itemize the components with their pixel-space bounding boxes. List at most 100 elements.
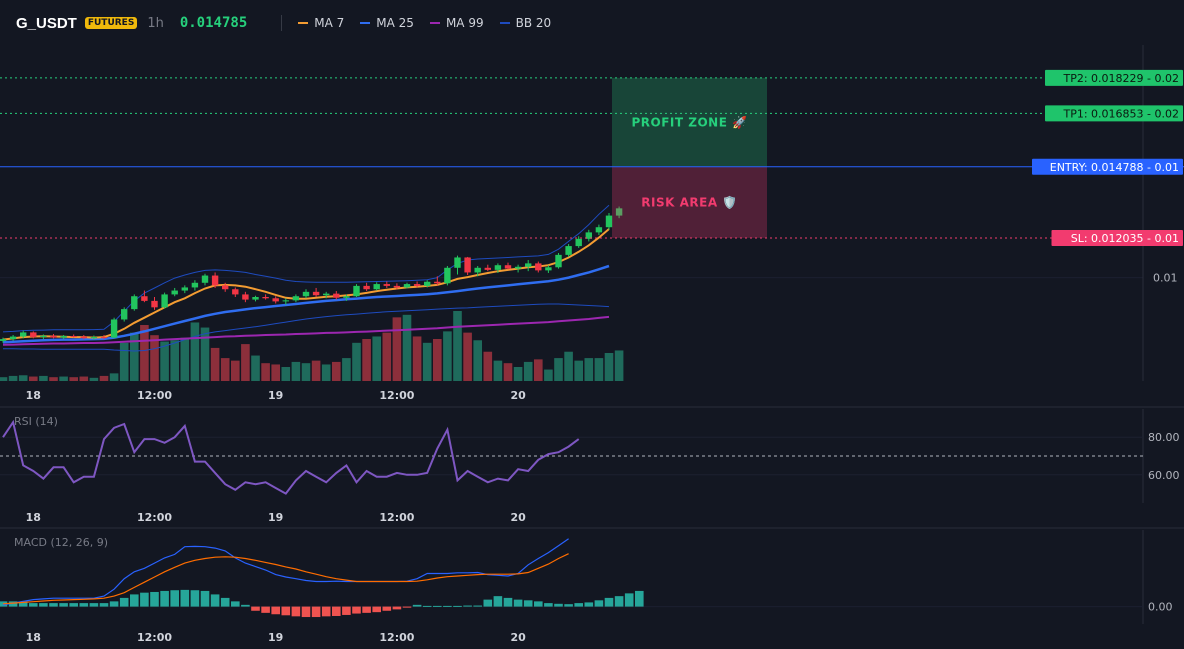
candle-body[interactable] [535,263,542,271]
candle-body[interactable] [70,336,77,338]
risk-zone[interactable] [612,166,767,238]
candle-body[interactable] [312,291,320,296]
candle-body[interactable] [565,246,572,255]
candle-body[interactable] [333,293,340,298]
candle-body[interactable] [403,284,411,288]
macd-histogram-bar [584,602,594,607]
level-tag-tp2[interactable] [1045,69,1183,86]
legend-bb20-label: BB 20 [515,16,552,30]
level-tag-entry[interactable] [1032,158,1183,175]
candle-body[interactable] [615,208,623,216]
candle-body[interactable] [201,275,209,283]
candle-body[interactable] [343,296,350,298]
candle-body[interactable] [454,257,461,268]
symbol-name[interactable]: G_USDT [16,14,77,32]
candle-body[interactable] [262,297,269,299]
candle-body[interactable] [0,339,7,341]
header-divider [281,15,283,31]
level-tag-sl[interactable] [1051,229,1184,246]
volume-bar [200,327,210,381]
candle-body[interactable] [605,215,613,228]
timeframe-label[interactable]: 1h [147,15,164,31]
volume-bar [251,355,260,381]
candle-body[interactable] [272,298,279,302]
candle-body[interactable] [100,337,108,339]
level-tag-label-sl: SL: 0.012035 - 0.01 [1071,232,1179,245]
candle-body[interactable] [80,336,87,339]
candle-body[interactable] [131,296,138,310]
candle-body[interactable] [151,300,158,308]
candle-body[interactable] [545,267,552,271]
candle-body[interactable] [413,284,421,286]
candle-body[interactable] [373,284,380,290]
legend-ma99[interactable]: MA 99 [429,16,484,30]
volume-bar [342,358,351,381]
candle-body[interactable] [363,285,370,290]
candle-body[interactable] [191,282,199,288]
candle-body[interactable] [595,227,603,233]
candle-body[interactable] [171,290,178,295]
candle-body[interactable] [464,257,471,273]
legend-ma25[interactable]: MA 25 [360,16,414,30]
candle-body[interactable] [424,281,431,286]
candle-body[interactable] [353,285,360,297]
candle-body[interactable] [585,232,592,239]
candle-body[interactable] [504,265,512,269]
macd-histogram-bar [200,590,210,607]
candle-body[interactable] [393,285,401,288]
volume-bar [241,344,250,381]
macd-histogram-bar [109,601,119,607]
candle-body[interactable] [232,289,239,295]
candle-body[interactable] [121,309,128,320]
volume-bar [372,336,381,381]
candle-body[interactable] [60,336,67,338]
macd-histogram-bar [180,589,190,607]
candle-body[interactable] [40,335,47,338]
legend-ma7[interactable]: MA 7 [298,16,344,30]
candle-body[interactable] [90,337,98,339]
candle-body[interactable] [292,296,300,301]
candle-body[interactable] [514,266,522,269]
candle-body[interactable] [141,296,148,301]
candle-body[interactable] [494,265,502,270]
macd-histogram-bar [8,601,18,607]
candle-body[interactable] [161,294,168,308]
macd-histogram-bar [453,605,462,607]
macd-histogram-bar [301,606,311,618]
legend-bb20[interactable]: BB 20 [499,16,552,30]
candle-body[interactable] [50,335,57,338]
candle-body[interactable] [434,281,441,284]
candle-body[interactable] [181,287,188,291]
profit-zone[interactable] [612,77,767,167]
macd-histogram-bar [119,597,129,607]
candle-body[interactable] [444,267,451,284]
candle-body[interactable] [575,238,582,247]
candle-body[interactable] [323,293,330,296]
level-tag-tp1[interactable] [1045,105,1183,122]
macd-histogram-bar [544,603,553,607]
candle-body[interactable] [110,319,118,338]
candle-body[interactable] [9,336,17,340]
candle-body[interactable] [383,284,390,286]
volume-bar [422,342,432,381]
candle-body[interactable] [252,297,259,300]
volume-bar [362,339,371,381]
candle-body[interactable] [222,285,229,290]
candle-body[interactable] [484,267,491,270]
candle-body[interactable] [211,275,219,286]
volume-bar [79,376,89,381]
candle-body[interactable] [525,263,532,267]
macd-signal-line [2,553,569,605]
volume-bar [513,367,523,381]
candle-body[interactable] [282,300,289,302]
candle-body[interactable] [474,267,481,273]
volume-bar [503,363,513,381]
candle-body[interactable] [555,254,562,268]
candle-body[interactable] [30,332,37,338]
candle-body[interactable] [20,332,27,337]
macd-histogram-bar [170,590,179,607]
candle-body[interactable] [302,291,310,297]
candle-body[interactable] [242,294,249,300]
volume-bar [332,361,341,381]
